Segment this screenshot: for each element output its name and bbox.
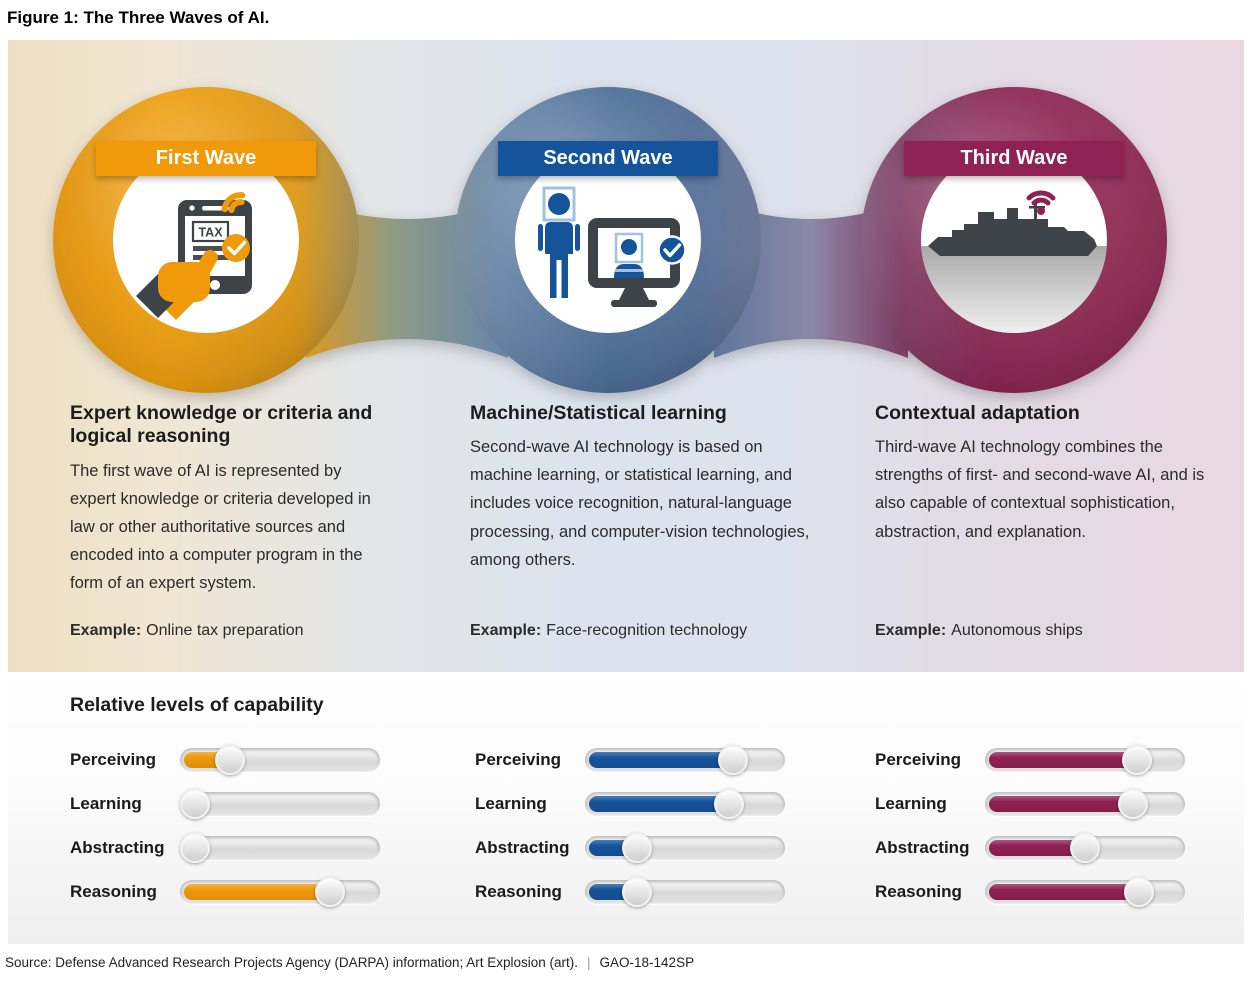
check-badge-icon (657, 235, 687, 265)
capability-slider-knob[interactable] (314, 877, 345, 907)
capability-slider-knob[interactable] (215, 745, 246, 775)
capability-label: Reasoning (70, 882, 157, 901)
example-text: Autonomous ships (951, 622, 1083, 639)
capability-label: Abstracting (475, 838, 570, 857)
capability-slider-track[interactable] (180, 789, 380, 819)
report-number: GAO-18-142SP (599, 955, 695, 970)
wave-example: Example: Face-recognition technology (470, 622, 747, 640)
check-badge-icon (222, 234, 250, 262)
example-label: Example: (70, 622, 142, 639)
capability-slider-knob[interactable] (714, 789, 745, 819)
capability-slider-knob[interactable] (180, 833, 210, 863)
waves-panel: TAX (8, 40, 1244, 672)
example-text: Online tax preparation (146, 622, 304, 639)
capability-slider-track[interactable] (585, 877, 785, 907)
example-text: Face-recognition technology (546, 622, 748, 639)
capability-slider-fill (989, 752, 1137, 768)
capability-group-second-wave: Perceiving Learning Abstracting Reasonin… (475, 745, 785, 924)
capability-row: Perceiving (475, 745, 785, 775)
face-recognition-icon (538, 186, 687, 307)
wifi-signal-icon (1026, 190, 1056, 215)
capability-label: Learning (475, 794, 547, 813)
capability-panel: Relative levels of capability Perceiving… (8, 672, 1244, 944)
capability-row: Reasoning (70, 877, 380, 907)
capability-slider-knob[interactable] (718, 745, 748, 775)
capability-slider-track[interactable] (180, 745, 380, 775)
capability-label: Perceiving (875, 750, 961, 769)
online-tax-preparation-phone-icon: TAX (136, 192, 252, 320)
capability-row: Abstracting (875, 833, 1185, 863)
connector-band-2 (714, 200, 908, 358)
capability-label: Abstracting (875, 838, 970, 857)
capability-label: Reasoning (475, 882, 562, 901)
capability-slider-fill (589, 752, 733, 768)
wave-column-second: Machine/Statistical learning Second-wave… (470, 402, 815, 639)
wifi-signal-icon (221, 192, 246, 214)
capability-slider-track[interactable] (585, 745, 785, 775)
capability-slider-knob[interactable] (622, 833, 652, 863)
example-label: Example: (875, 622, 947, 639)
capability-row: Reasoning (875, 877, 1185, 907)
wave-heading: Expert knowledge or criteria and logical… (70, 402, 373, 448)
capability-row: Abstracting (475, 833, 785, 863)
capability-label: Reasoning (875, 882, 962, 901)
capability-slider-track[interactable] (585, 833, 785, 863)
capability-slider-fill (589, 796, 730, 812)
capability-slider-knob[interactable] (1118, 789, 1148, 819)
capability-slider-track[interactable] (180, 877, 380, 907)
capability-slider-fill (989, 884, 1139, 900)
capability-row: Learning (875, 789, 1185, 819)
wave-heading: Contextual adaptation (875, 402, 1080, 424)
capability-slider-track[interactable] (585, 789, 785, 819)
capability-slider-knob[interactable] (180, 789, 210, 819)
capability-heading: Relative levels of capability (70, 694, 324, 716)
capability-slider-track[interactable] (985, 877, 1185, 907)
capability-slider-fill (989, 840, 1085, 856)
wave-column-third: Contextual adaptation Third-wave AI tech… (875, 402, 1205, 639)
wave-description: The first wave of AI is represented by e… (70, 461, 371, 592)
wave-example: Example: Online tax preparation (70, 622, 304, 640)
source-text: Source: Defense Advanced Research Projec… (5, 955, 579, 970)
capability-row: Perceiving (70, 745, 380, 775)
capability-slider-track[interactable] (985, 833, 1185, 863)
capability-slider-knob[interactable] (1070, 833, 1100, 863)
capability-slider-track[interactable] (180, 833, 380, 863)
capability-slider-knob[interactable] (622, 877, 652, 907)
capability-slider-fill (184, 884, 330, 900)
capability-row: Abstracting (70, 833, 380, 863)
capability-label: Perceiving (70, 750, 156, 769)
capability-slider-track[interactable] (985, 789, 1185, 819)
second-wave-label-bar: Second Wave (498, 141, 718, 176)
capability-row: Perceiving (875, 745, 1185, 775)
capability-row: Learning (70, 789, 380, 819)
capability-row: Learning (475, 789, 785, 819)
capability-label: Learning (875, 794, 947, 813)
capability-slider-fill (989, 796, 1133, 812)
wave-description: Third-wave AI technology combines the st… (875, 438, 1205, 541)
svg-text:TAX: TAX (198, 226, 223, 240)
wave-column-first: Expert knowledge or criteria and logical… (70, 402, 385, 639)
capability-slider-knob[interactable] (1123, 877, 1154, 907)
capability-slider-track[interactable] (985, 745, 1185, 775)
capability-row: Reasoning (475, 877, 785, 907)
third-wave-label-bar: Third Wave (904, 141, 1124, 176)
figure-title: Figure 1: The Three Waves of AI. (7, 8, 270, 27)
capability-label: Abstracting (70, 838, 165, 857)
source-separator: | (587, 955, 591, 970)
capability-slider-knob[interactable] (1121, 745, 1152, 775)
capability-group-first-wave: Perceiving Learning Abstracting Reasonin… (70, 745, 380, 924)
capability-group-third-wave: Perceiving Learning Abstracting Reasonin… (875, 745, 1185, 924)
source-line: Source: Defense Advanced Research Projec… (5, 955, 694, 970)
wave-description: Second-wave AI technology is based on ma… (470, 438, 810, 569)
capability-label: Learning (70, 794, 142, 813)
example-label: Example: (470, 622, 542, 639)
capability-label: Perceiving (475, 750, 561, 769)
wave-example: Example: Autonomous ships (875, 622, 1083, 640)
first-wave-label-bar: First Wave (96, 141, 316, 176)
wave-heading: Machine/Statistical learning (470, 402, 727, 424)
